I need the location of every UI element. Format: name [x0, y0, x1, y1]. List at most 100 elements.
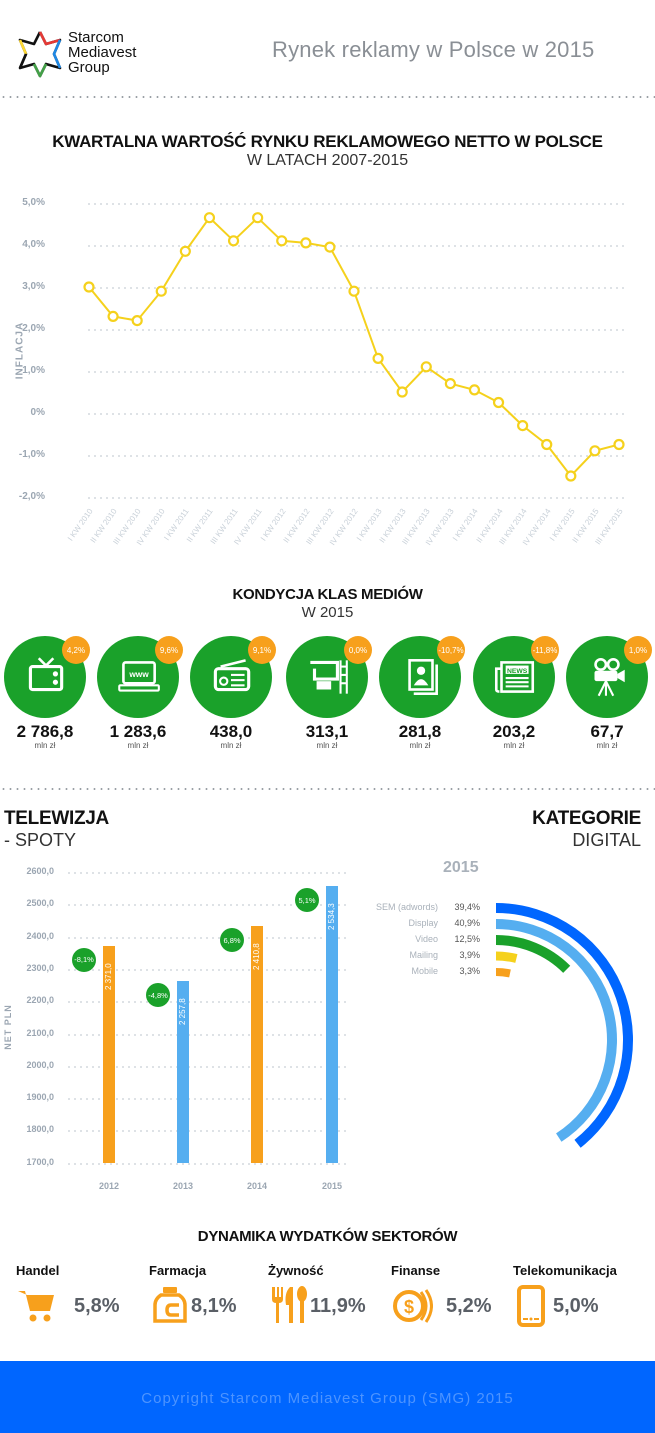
- bar: [177, 981, 189, 1163]
- gridline: [66, 936, 350, 939]
- media-unit: mln zł: [596, 741, 618, 750]
- change-bubble: -8,1%: [72, 947, 96, 972]
- data-point: [252, 212, 264, 224]
- footer-copyright: Copyright Starcom Mediavest Group (SMG) …: [141, 1390, 514, 1407]
- footer: [0, 1361, 655, 1433]
- sector-value: 8,1%: [191, 1295, 237, 1317]
- sector-value: 5,8%: [74, 1295, 120, 1317]
- media-value: 203,2: [492, 722, 536, 741]
- radial-arc: [495, 951, 518, 963]
- sectors-title: DYNAMIKA WYDATKÓW SEKTORÓW: [197, 1228, 458, 1245]
- smartphone-icon: [513, 1285, 555, 1327]
- media-value: 438,0: [209, 722, 253, 741]
- gridline: [86, 497, 626, 499]
- media-unit: mln zł: [409, 741, 431, 750]
- coins-icon: $: [391, 1285, 433, 1327]
- y-tick-label: 2100,0: [26, 1027, 54, 1038]
- sector-value: 11,9%: [310, 1295, 366, 1317]
- gridline: [66, 1130, 350, 1133]
- data-point: [348, 285, 360, 297]
- divider: [0, 96, 655, 98]
- svg-text:$: $: [404, 1297, 414, 1317]
- data-point: [420, 361, 432, 373]
- sector-value: 5,0%: [553, 1295, 599, 1317]
- legend-value: 40,9%: [454, 918, 480, 928]
- radial-arc: [495, 968, 511, 978]
- change-badge: 9,6%: [155, 636, 183, 664]
- gridline: [66, 968, 350, 971]
- tv-icon: [20, 652, 70, 702]
- x-tick-label: 2012: [98, 1181, 120, 1191]
- change-badge: 4,2%: [62, 636, 90, 664]
- radial-arc: [495, 935, 571, 973]
- cinema-camera-icon: [582, 652, 632, 702]
- legend-value: 39,4%: [454, 902, 480, 912]
- sector-name: Farmacja: [149, 1263, 207, 1278]
- gridline: [86, 413, 626, 415]
- data-point: [107, 310, 119, 322]
- starcom-star-logo-icon: [18, 31, 62, 78]
- page-title: Rynek reklamy w Polsce w 2015: [272, 37, 595, 62]
- y-tick-label: -2,0%: [18, 491, 45, 502]
- data-point: [517, 420, 529, 432]
- y-tick-label: 2200,0: [26, 995, 54, 1006]
- radial-arc: [495, 903, 633, 1148]
- bar: [251, 926, 263, 1163]
- y-tick-label: 2300,0: [26, 962, 54, 973]
- gridline: [66, 1162, 350, 1165]
- digital-subtitle: DIGITAL: [572, 830, 641, 850]
- tv-subtitle: - SPOTY: [4, 830, 77, 850]
- data-point: [324, 241, 336, 253]
- y-tick-label: 2000,0: [26, 1059, 54, 1070]
- data-point: [589, 445, 601, 457]
- y-tick-label: 2600,0: [26, 866, 54, 876]
- x-tick-label: 2015: [321, 1181, 343, 1191]
- media-value: 313,1: [305, 722, 349, 741]
- legend-value: 3,9%: [459, 950, 480, 960]
- change-badge: 1,0%: [624, 636, 652, 664]
- gridline: [86, 371, 626, 373]
- data-point: [155, 285, 167, 297]
- sector-name: Telekomunikacja: [513, 1263, 617, 1278]
- digital-radial-chart: [495, 903, 633, 1148]
- y-tick-label: 1,0%: [22, 365, 45, 376]
- data-point: [227, 235, 240, 247]
- y-tick-label: 2,0%: [22, 323, 45, 334]
- line-chart-subtitle: W LATACH 2007-2015: [246, 152, 409, 169]
- gridline: [66, 1065, 350, 1068]
- gridline: [66, 1001, 350, 1004]
- change-bubble: 6,8%: [220, 928, 244, 953]
- gridline: [86, 245, 626, 247]
- y-tick-label: 1700,0: [26, 1156, 54, 1167]
- y-tick-label: 3,0%: [22, 281, 45, 292]
- legend-value: 12,5%: [454, 934, 480, 944]
- data-point: [83, 281, 95, 293]
- data-point: [372, 352, 384, 364]
- data-point: [131, 315, 143, 327]
- y-tick-label: 1900,0: [26, 1092, 54, 1103]
- laptop-www-icon: www: [113, 652, 163, 702]
- sector-value: 5,2%: [446, 1295, 492, 1317]
- media-value: 281,8: [398, 722, 442, 741]
- legend-label: SEM (adwords): [375, 902, 438, 912]
- gridline: [86, 455, 626, 457]
- change-badge: 0,0%: [344, 636, 372, 664]
- media-section-title: KONDYCJA KLAS MEDIÓW: [232, 586, 423, 603]
- media-unit: mln zł: [220, 741, 242, 750]
- y-tick-label: 4,0%: [22, 239, 45, 250]
- sector-name: Handel: [16, 1263, 60, 1278]
- gridline: [86, 203, 626, 205]
- change-badge: -10,7%: [437, 636, 465, 664]
- media-unit: mln zł: [503, 741, 525, 750]
- legend-value: 3,3%: [459, 966, 480, 976]
- change-badge: -11,8%: [531, 636, 559, 664]
- y-tick-label: 1800,0: [26, 1124, 54, 1135]
- change-bubble: -4,8%: [146, 983, 170, 1008]
- data-point: [300, 237, 312, 249]
- change-bubble: 5,1%: [295, 888, 319, 913]
- y-tick-label: 2500,0: [26, 898, 54, 909]
- media-section-subtitle: W 2015: [301, 604, 354, 621]
- legend-label: Video: [415, 934, 438, 944]
- data-point: [468, 384, 481, 396]
- data-point: [179, 245, 191, 257]
